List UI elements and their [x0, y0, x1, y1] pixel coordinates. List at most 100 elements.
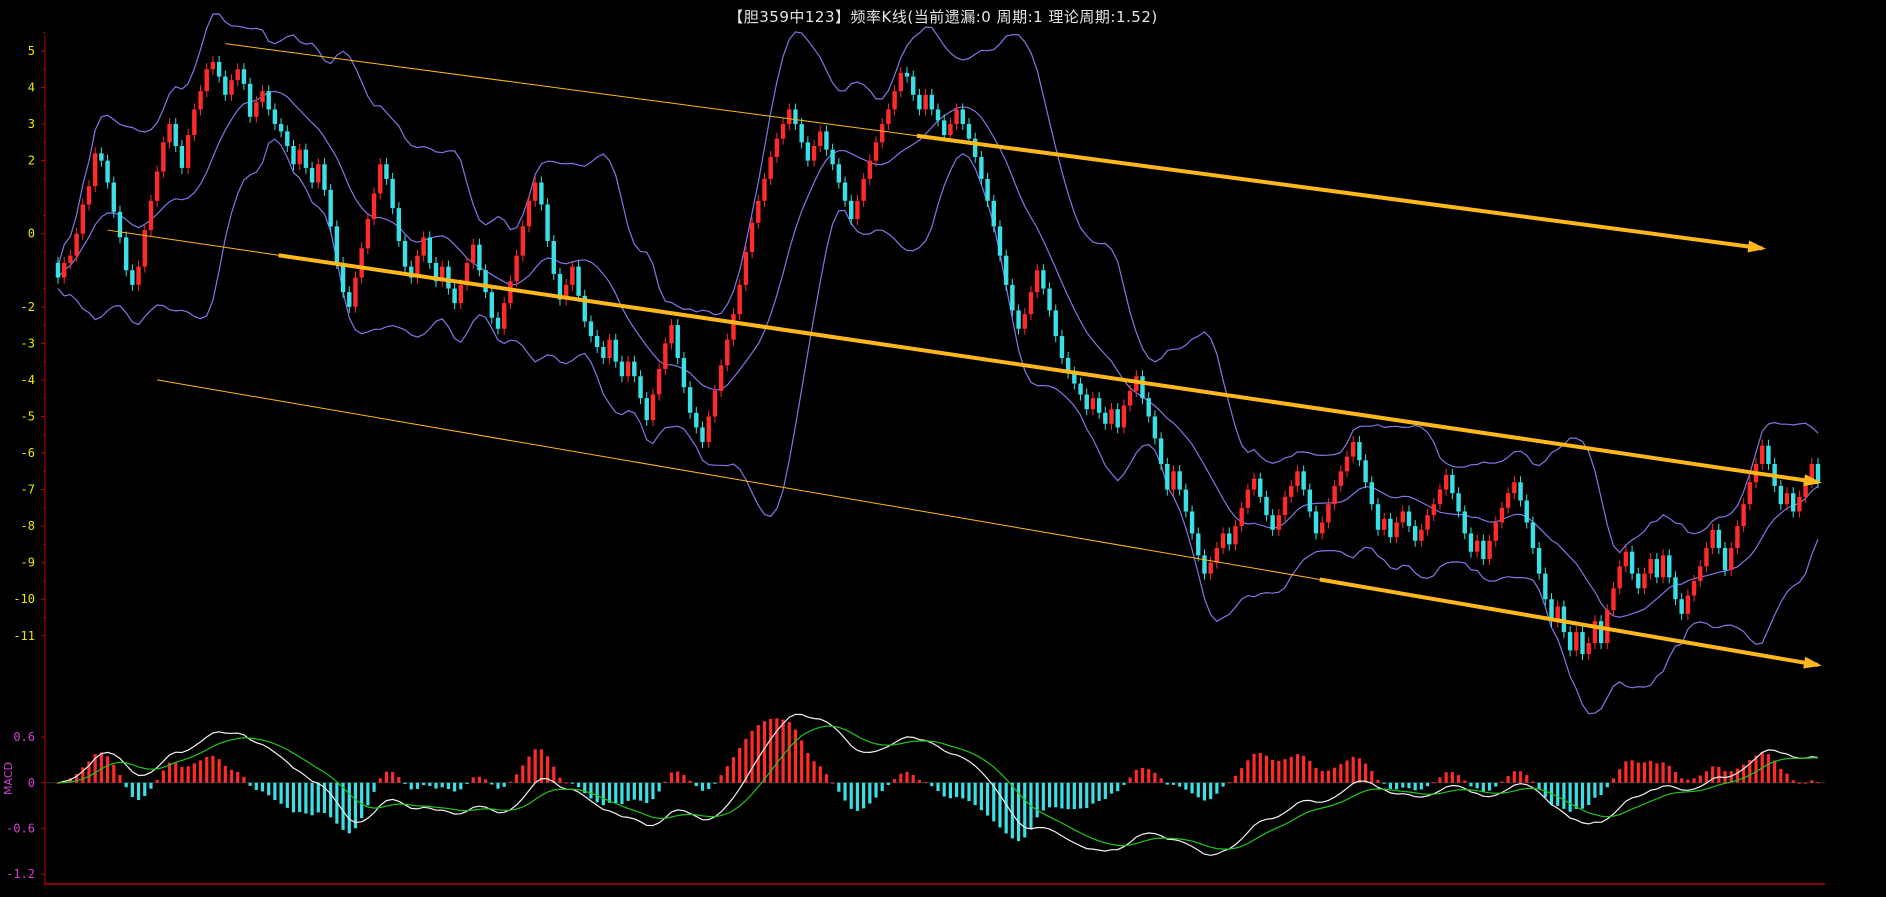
macd-bar — [347, 782, 351, 834]
macd-bar — [1624, 761, 1628, 783]
candle — [1109, 409, 1114, 424]
macd-bar — [601, 782, 605, 806]
candle — [1623, 551, 1629, 567]
macd-bar — [1376, 779, 1380, 783]
macd-bar — [880, 782, 884, 791]
candle — [1431, 504, 1436, 516]
macd-bar — [422, 782, 426, 786]
candle — [787, 109, 792, 125]
macd-bar — [930, 782, 934, 787]
macd-bar — [1791, 780, 1795, 783]
macd-bar — [514, 774, 519, 783]
candle — [1096, 398, 1102, 413]
candle — [105, 160, 110, 183]
macd-bar — [961, 782, 965, 799]
macd-bar — [1704, 771, 1709, 783]
macd-bar — [707, 782, 711, 789]
macd-bar — [93, 754, 97, 783]
candle — [1567, 632, 1573, 651]
y-tick-label: -9 — [21, 556, 35, 570]
candle — [1425, 515, 1430, 530]
candle — [941, 120, 947, 136]
macd-bar — [1085, 782, 1089, 808]
macd-bar — [1797, 782, 1802, 784]
candle — [471, 244, 476, 263]
candle — [1760, 445, 1765, 464]
candle — [594, 336, 600, 348]
macd-bar — [1295, 754, 1300, 783]
candle — [1245, 489, 1251, 508]
candle — [266, 91, 271, 110]
macd-bar — [614, 782, 618, 804]
candle — [1270, 515, 1275, 530]
macd-dea-line — [57, 725, 1819, 850]
macd-tick-label: -0.6 — [6, 821, 35, 835]
candle — [254, 102, 259, 117]
candle — [1574, 632, 1579, 651]
candle — [1654, 559, 1660, 578]
macd-bar — [267, 782, 271, 796]
macd-bar — [886, 782, 891, 785]
macd-bar — [1649, 760, 1653, 783]
trend-line-upper-arrowhead — [1747, 240, 1767, 253]
macd-bar — [1481, 782, 1485, 792]
candle — [1592, 621, 1598, 644]
candle — [1555, 606, 1560, 622]
macd-bar — [415, 782, 420, 789]
candle — [960, 109, 965, 125]
macd-bar — [205, 757, 209, 783]
macd-bar — [868, 782, 872, 804]
macd-bar — [948, 782, 952, 799]
macd-bar — [1320, 771, 1324, 783]
candle — [1691, 580, 1697, 596]
macd-bar — [248, 782, 252, 786]
macd-bar — [1816, 782, 1820, 784]
macd-bar — [1252, 753, 1256, 783]
trend-line-middle-arrowhead — [1803, 474, 1822, 487]
candle — [303, 149, 309, 168]
candle — [142, 230, 147, 267]
candle — [1722, 548, 1728, 570]
candle — [675, 325, 680, 358]
candle — [1251, 478, 1257, 490]
macd-bar — [899, 773, 903, 783]
candle — [1189, 511, 1195, 534]
macd-bar — [595, 782, 599, 803]
candle — [1381, 518, 1387, 530]
trend-line-upper — [916, 133, 1763, 251]
candle — [873, 142, 879, 161]
candle — [818, 131, 823, 146]
trend-line-lower-thin — [157, 379, 1320, 580]
candle — [1295, 471, 1300, 486]
macd-bar — [1103, 782, 1107, 799]
macd-bar — [1364, 763, 1368, 783]
trend-lines — [107, 43, 1822, 669]
macd-bar — [254, 782, 258, 791]
macd-bar — [192, 763, 196, 783]
macd-bar — [1326, 770, 1331, 783]
macd-bar — [1258, 752, 1262, 783]
macd-bar — [1680, 778, 1684, 783]
candle — [1022, 314, 1027, 329]
macd-bar — [1289, 756, 1293, 783]
macd-bar — [304, 782, 308, 814]
candle — [718, 365, 724, 391]
candle — [1605, 610, 1610, 644]
candle — [123, 237, 129, 271]
candle — [415, 255, 420, 278]
macd-bar — [1487, 782, 1492, 791]
candle — [260, 91, 265, 103]
macd-bar — [471, 777, 475, 783]
macd-bar — [855, 782, 860, 811]
candle — [452, 288, 457, 304]
macd-bar — [954, 782, 959, 798]
candle — [880, 124, 885, 143]
candle — [774, 138, 780, 157]
candle — [923, 94, 928, 110]
macd-bar — [744, 738, 748, 783]
candle — [855, 200, 860, 220]
y-tick-label: -2 — [21, 300, 35, 314]
candle — [1456, 493, 1461, 512]
candle — [656, 368, 662, 395]
macd-bar — [682, 774, 686, 783]
